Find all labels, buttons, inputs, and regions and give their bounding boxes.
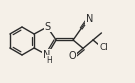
Text: Cl: Cl: [99, 43, 108, 52]
Text: O: O: [69, 51, 76, 61]
Text: N: N: [43, 50, 51, 60]
Text: H: H: [46, 56, 52, 65]
Text: S: S: [45, 21, 51, 32]
Text: N: N: [86, 14, 94, 24]
